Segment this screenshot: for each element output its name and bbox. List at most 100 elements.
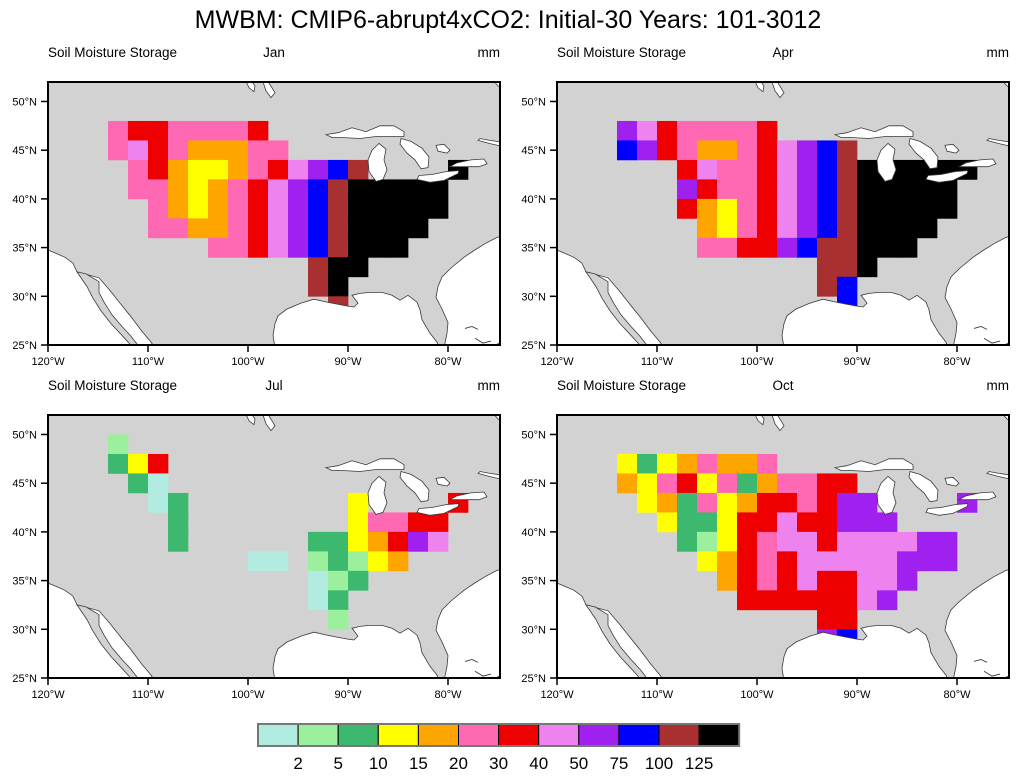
lon-tick-label: 80°W [943, 689, 971, 701]
lake [245, 415, 256, 426]
lat-tick-label: 45°N [12, 145, 37, 157]
ocean [781, 291, 948, 345]
ocean [781, 624, 948, 678]
lat-tick-label: 50°N [521, 429, 546, 441]
lake [324, 458, 405, 472]
lake [833, 458, 914, 472]
lake [1003, 82, 1009, 88]
colorbar-label: 30 [489, 754, 508, 773]
island-outline [464, 326, 479, 330]
map-frame [556, 81, 1010, 346]
map-frame [556, 414, 1010, 679]
island-outline [464, 659, 479, 663]
lake [477, 138, 500, 147]
island-outline [973, 659, 988, 663]
lat-tick-label: 40°N [12, 527, 37, 539]
lake [435, 476, 451, 487]
lake [876, 475, 897, 515]
lat-tick-label: 30°N [521, 624, 546, 636]
ocean [272, 291, 439, 345]
lat-tick-label: 25°N [12, 673, 37, 685]
panel-month-label: Jul [265, 378, 283, 393]
colorbar-cell [417, 723, 459, 747]
panel-header: Soil Moisture Storage Jan mm [48, 44, 500, 62]
lat-tick-label: 35°N [521, 576, 546, 588]
colorbar-label: 20 [449, 754, 468, 773]
colorbar-label: 5 [333, 754, 342, 773]
data-grid [617, 453, 978, 650]
lake [876, 142, 897, 182]
lake [477, 471, 500, 480]
lon-tick-label: 110°W [132, 356, 165, 368]
ocean [944, 568, 1009, 678]
colorbar-label: 2 [293, 754, 302, 773]
lake [908, 137, 939, 170]
data-grid [108, 120, 469, 317]
panel-apr: Soil Moisture Storage Apr mm 50°N 45°N 40°… [509, 42, 1016, 374]
lake [957, 158, 997, 168]
lon-tick-label: 120°W [31, 689, 65, 701]
lake [245, 82, 256, 93]
lon-tick-label: 100°W [740, 356, 774, 368]
lon-tick-label: 90°W [334, 356, 362, 368]
colorbar-label: 100 [645, 754, 673, 773]
lat-tick-label: 40°N [12, 194, 37, 206]
island-outline [474, 337, 492, 344]
lake [754, 415, 765, 426]
panel-unit-label: mm [477, 378, 501, 393]
panel-variable-label: Soil Moisture Storage [557, 45, 687, 60]
lon-tick-label: 90°W [843, 356, 871, 368]
lon-tick-label: 80°W [434, 689, 462, 701]
colorbar-cell [538, 723, 580, 747]
colorbar: 2 5 10 15 20 30 40 50 75 100 125 [248, 722, 768, 776]
figure-title: MWBM: CMIP6-abrupt4xCO2: Initial-30 Year… [194, 6, 822, 34]
lon-tick-label: 80°W [943, 356, 971, 368]
panel-unit-label: mm [986, 45, 1010, 60]
colorbar-label: 75 [609, 754, 628, 773]
lake [1003, 415, 1009, 421]
lake [986, 138, 1009, 147]
colorbar-cell [297, 723, 339, 747]
lat-tick-label: 50°N [521, 96, 546, 108]
data-grid [617, 120, 978, 317]
colorbar-label: 40 [529, 754, 548, 773]
colorbar-cell [458, 723, 500, 747]
lake [416, 170, 460, 183]
lake [416, 503, 460, 516]
panel-unit-label: mm [986, 378, 1010, 393]
colorbar-cell [658, 723, 700, 747]
lat-tick-label: 25°N [521, 673, 546, 685]
lat-tick-label: 35°N [12, 243, 37, 255]
colorbar-svg: 2 5 10 15 20 30 40 50 75 100 125 [257, 723, 741, 773]
lake [399, 470, 430, 503]
map-oct: 50°N 45°N 40°N 35°N 30°N 25°N 120°W 110°W 100°W 9… [521, 414, 1010, 701]
lake [494, 415, 500, 421]
colorbar-cell [618, 723, 660, 747]
colorbar-cell [257, 723, 299, 747]
lon-tick-label: 110°W [132, 689, 165, 701]
lon-tick-label: 100°W [740, 689, 774, 701]
lake [833, 125, 914, 139]
lake [494, 82, 500, 88]
lat-tick-label: 30°N [521, 291, 546, 303]
colorbar-cell [698, 723, 740, 747]
lat-tick-label: 45°N [12, 478, 37, 490]
map-frame [47, 414, 501, 679]
panel-unit-label: mm [477, 45, 501, 60]
panel-month-label: Oct [772, 378, 794, 393]
colorbar-cell [578, 723, 620, 747]
lake [262, 415, 276, 432]
panel-variable-label: Soil Moisture Storage [557, 378, 687, 393]
lake [925, 503, 969, 516]
colorbar-cell [377, 723, 419, 747]
lat-tick-label: 50°N [12, 96, 37, 108]
colorbar-label: 10 [369, 754, 388, 773]
island-outline [973, 326, 988, 330]
map-canvas: 50°N 45°N 40°N 35°N 30°N 25°N 120°W 110°W 100°W 9… [521, 81, 1010, 368]
lon-tick-label: 100°W [231, 689, 265, 701]
lat-tick-label: 45°N [521, 478, 546, 490]
lake [771, 415, 785, 432]
island-outline [983, 337, 1001, 344]
panel-header: Soil Moisture Storage Oct mm [557, 377, 1009, 395]
